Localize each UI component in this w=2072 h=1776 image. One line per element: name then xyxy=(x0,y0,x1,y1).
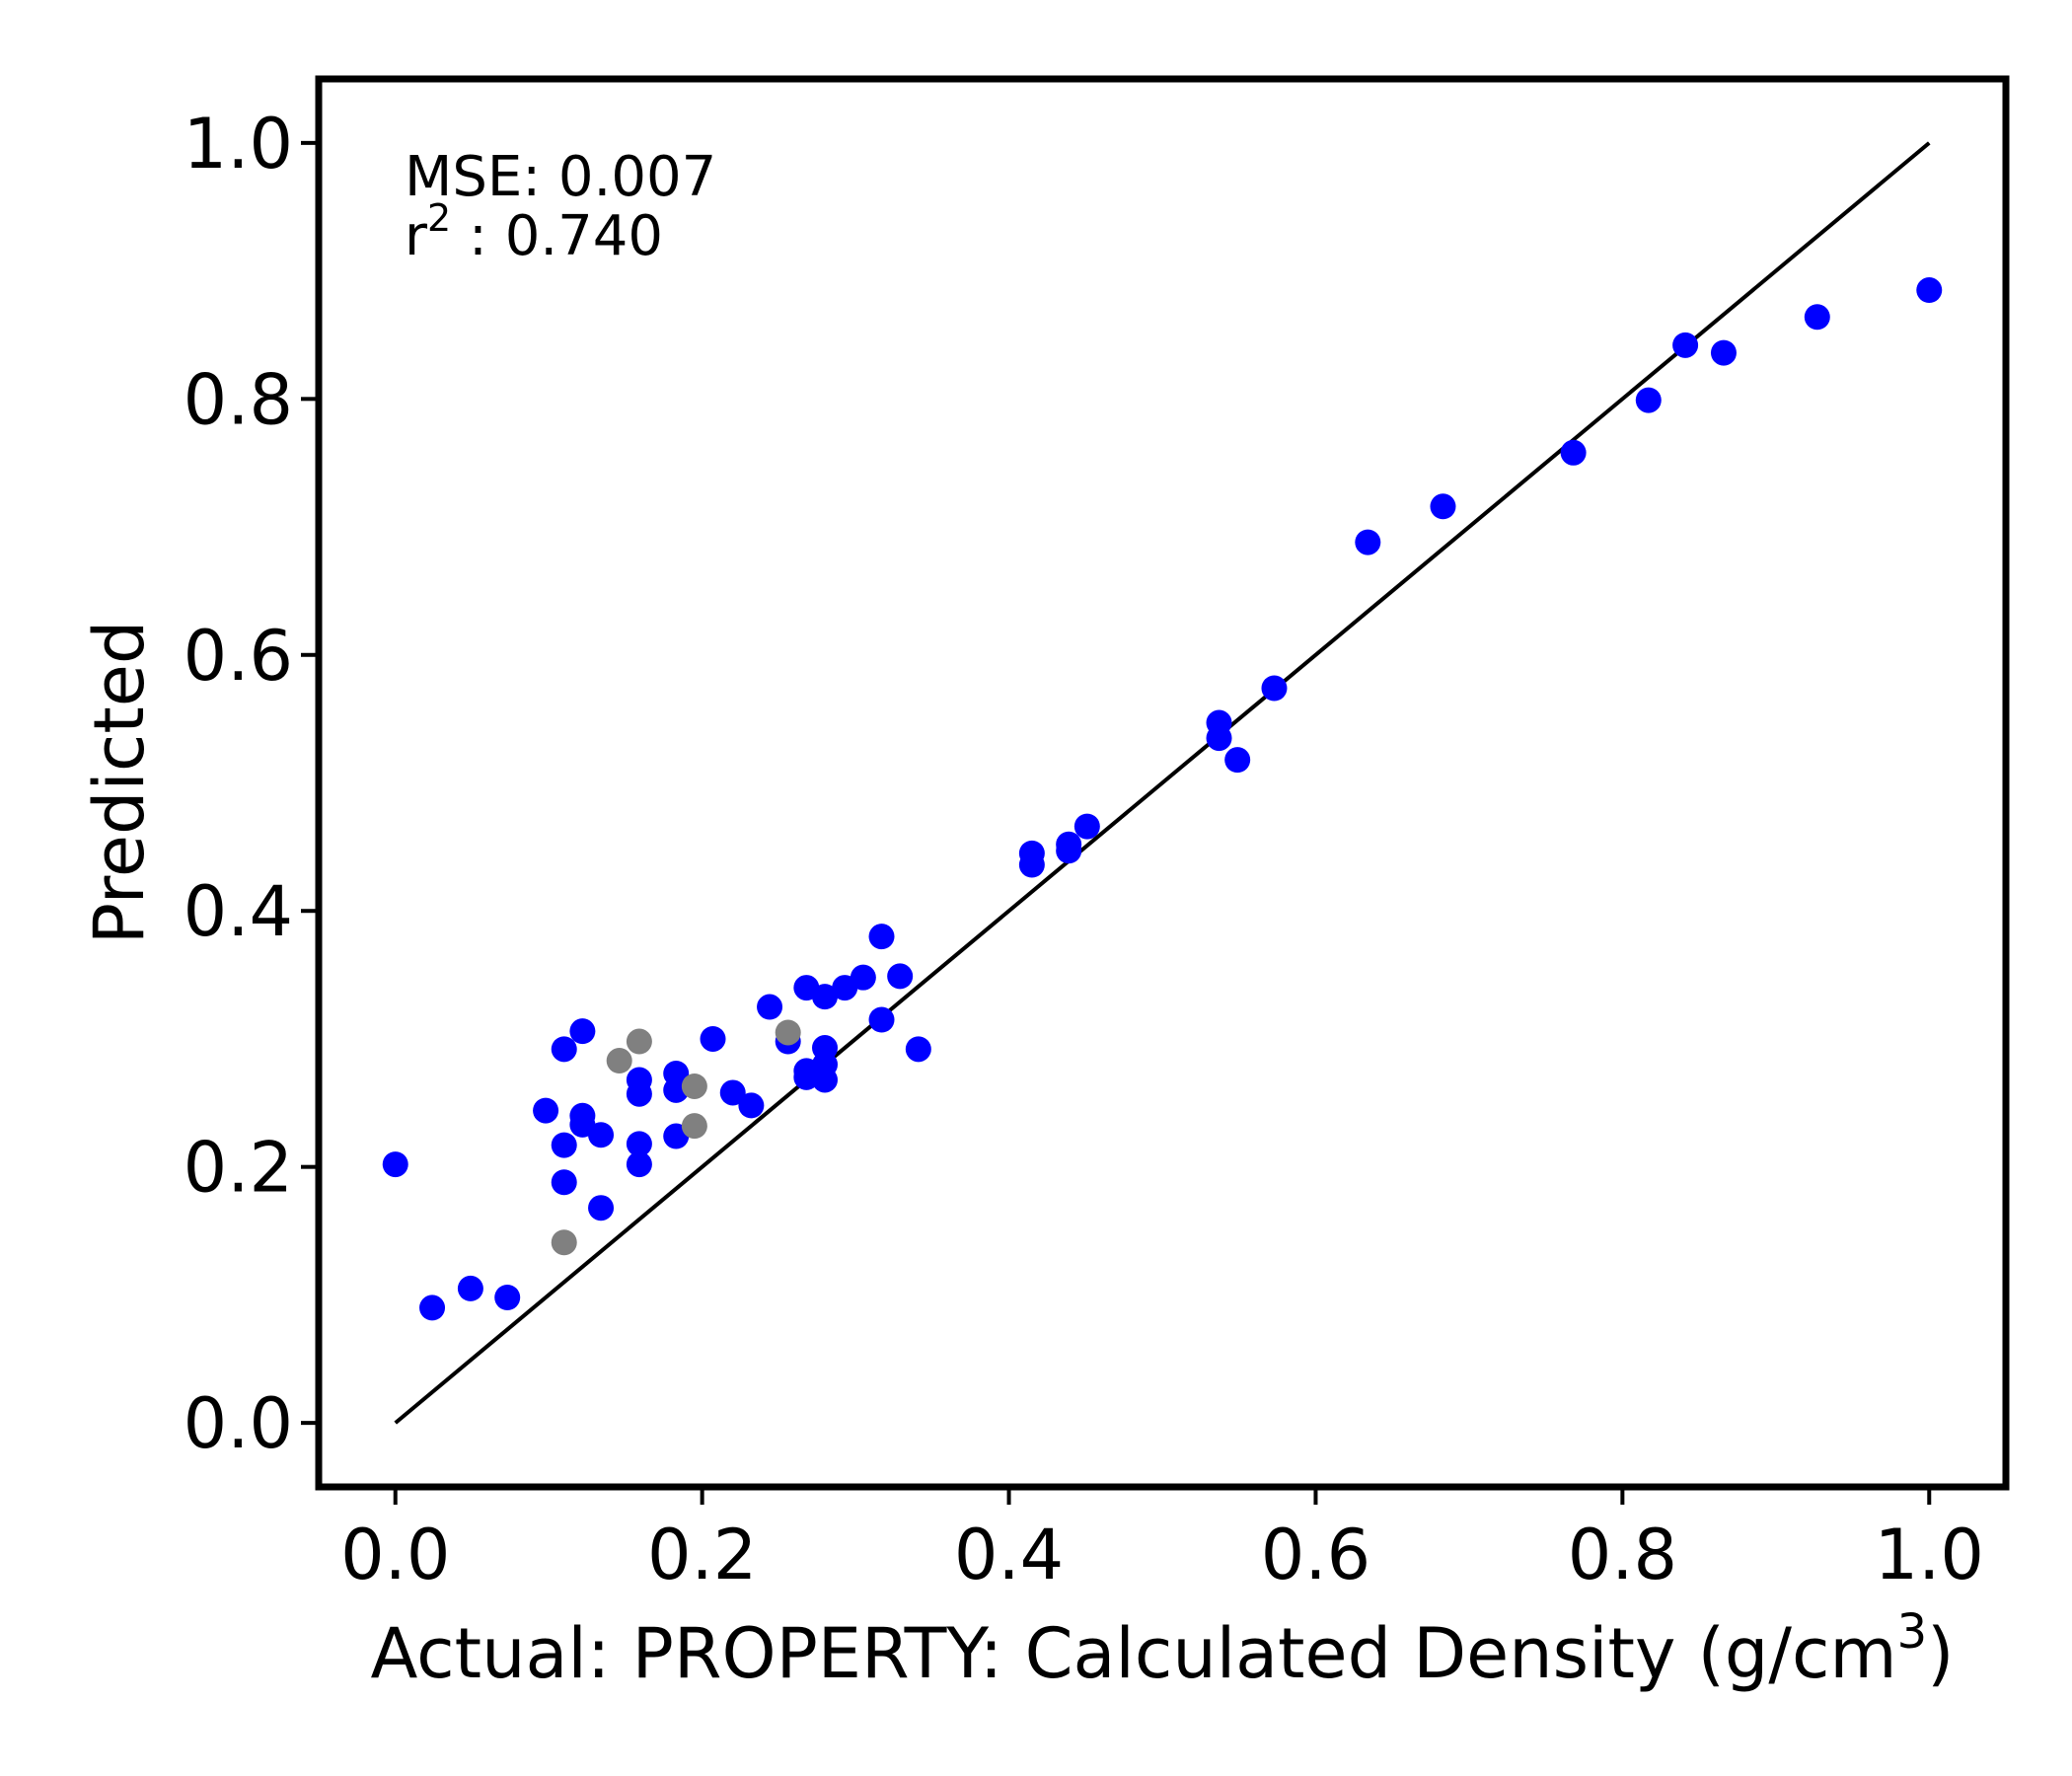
x-tick-label: 0.6 xyxy=(1261,1515,1370,1595)
data-point xyxy=(887,963,914,990)
x-tick-label: 0.2 xyxy=(647,1515,757,1595)
x-axis-label-main: Actual: PROPERTY: Calculated Density (g/… xyxy=(371,1613,1897,1694)
data-point xyxy=(533,1097,559,1124)
data-point xyxy=(850,964,876,991)
y-tick-label: 1.0 xyxy=(184,104,293,185)
y-tick-label: 0.0 xyxy=(184,1383,293,1464)
identity-line xyxy=(394,141,1931,1425)
data-points xyxy=(382,277,1943,1321)
data-point xyxy=(1560,439,1587,466)
data-point xyxy=(1261,675,1288,702)
data-point xyxy=(1355,529,1381,555)
data-point xyxy=(494,1285,521,1311)
data-point xyxy=(757,994,783,1020)
data-point xyxy=(775,1019,801,1046)
data-point xyxy=(812,1067,838,1093)
data-point xyxy=(700,1025,726,1052)
x-tick-label: 1.0 xyxy=(1875,1515,1984,1595)
y-axis-label: Predicted xyxy=(79,621,160,945)
data-point xyxy=(905,1036,931,1063)
mse-annotation: MSE: 0.007 xyxy=(405,145,716,209)
data-point xyxy=(1206,725,1232,752)
data-point xyxy=(1056,838,1082,864)
data-point xyxy=(719,1079,746,1106)
data-point xyxy=(1018,851,1045,878)
data-point xyxy=(419,1295,446,1321)
data-point xyxy=(569,1018,596,1045)
data-point xyxy=(1073,813,1100,840)
y-tick-label: 0.6 xyxy=(184,616,293,697)
x-axis-label: Actual: PROPERTY: Calculated Density (g/… xyxy=(371,1604,1955,1694)
data-point xyxy=(1224,747,1251,774)
x-tick-label: 0.4 xyxy=(954,1515,1064,1595)
data-point xyxy=(868,1006,895,1033)
data-point xyxy=(626,1080,652,1107)
y-axis-ticks: 0.0 0.2 0.4 0.6 0.8 1.0 xyxy=(184,104,316,1464)
data-point xyxy=(382,1151,408,1178)
r2-symbol: r xyxy=(405,204,428,268)
data-point xyxy=(681,1073,707,1099)
x-axis-ticks: 0.0 0.2 0.4 0.6 0.8 1.0 xyxy=(340,1490,1984,1595)
data-point xyxy=(626,1151,652,1178)
x-axis-label-close: ) xyxy=(1927,1613,1954,1694)
data-point xyxy=(551,1036,577,1063)
plot-frame xyxy=(315,75,2010,1491)
data-point xyxy=(551,1169,577,1196)
data-point xyxy=(1635,387,1662,413)
data-point xyxy=(588,1195,615,1221)
data-point xyxy=(1804,304,1830,331)
x-tick-label: 0.8 xyxy=(1568,1515,1677,1595)
r2-superscript: 2 xyxy=(427,196,451,240)
y-tick-label: 0.4 xyxy=(184,871,293,952)
data-point xyxy=(1672,332,1699,358)
y-tick-label: 0.8 xyxy=(184,359,293,440)
data-point xyxy=(738,1092,765,1119)
data-point xyxy=(626,1131,652,1157)
data-point xyxy=(868,924,895,950)
x-tick-label: 0.0 xyxy=(340,1515,450,1595)
data-point xyxy=(626,1028,652,1055)
x-axis-label-superscript: 3 xyxy=(1897,1604,1928,1660)
data-point xyxy=(1430,493,1456,520)
data-point xyxy=(812,984,838,1010)
data-point xyxy=(457,1275,483,1301)
data-point xyxy=(1916,277,1943,304)
r2-annotation: r2 : 0.740 xyxy=(405,196,663,268)
data-point xyxy=(551,1229,577,1256)
r2-value: : 0.740 xyxy=(451,204,663,268)
y-tick-label: 0.2 xyxy=(184,1128,293,1209)
data-point xyxy=(551,1132,577,1158)
data-point xyxy=(681,1113,707,1140)
data-point xyxy=(606,1048,632,1074)
data-point xyxy=(588,1122,615,1148)
data-point xyxy=(1710,339,1737,366)
